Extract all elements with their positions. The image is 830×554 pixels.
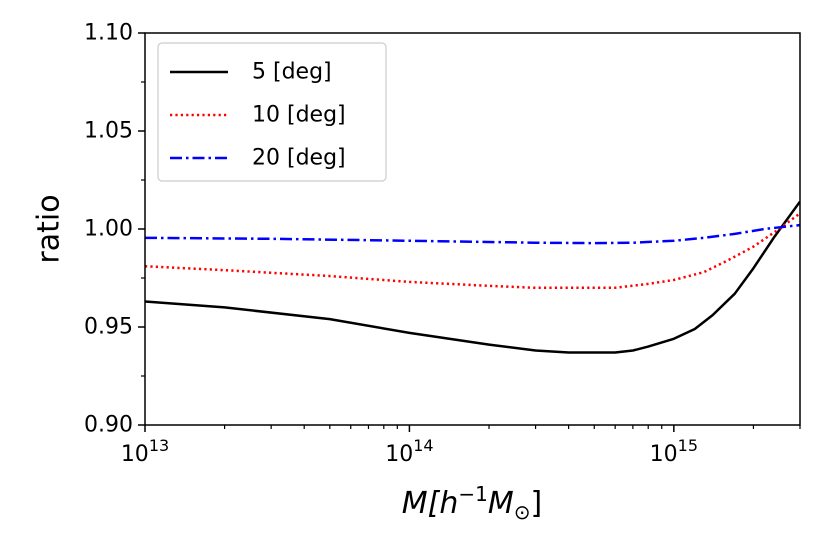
- series-lines: [145, 200, 800, 354]
- y-axis-label: ratio: [32, 194, 67, 263]
- series-line-1: [145, 200, 800, 354]
- y-tick-label: 1.05: [84, 119, 133, 144]
- x-tick-label: 1014: [385, 436, 433, 467]
- series-line-3: [145, 223, 800, 245]
- legend-label-3: 20 [deg]: [252, 146, 346, 171]
- legend-label-1: 5 [deg]: [252, 60, 332, 85]
- legend-label-2: 10 [deg]: [252, 103, 346, 128]
- y-tick-label: 0.95: [84, 315, 133, 340]
- x-tick-label: 1013: [121, 436, 169, 467]
- tick-labels: 0.90 0.95 1.00 1.05 1.10 1013 1014 1015: [84, 21, 698, 468]
- legend-box: [157, 42, 387, 182]
- y-tick-label: 1.10: [84, 21, 133, 46]
- x-tick-label: 1015: [650, 436, 698, 467]
- legend: 5 [deg] 10 [deg] 20 [deg]: [157, 42, 387, 182]
- series-line-2: [145, 212, 800, 290]
- y-tick-label: 1.00: [84, 217, 133, 242]
- plot-frame: [144, 32, 801, 426]
- axis-ticks: [138, 32, 801, 432]
- x-axis-label: M[h−1M⊙]: [402, 482, 542, 524]
- y-tick-label: 0.90: [84, 413, 133, 438]
